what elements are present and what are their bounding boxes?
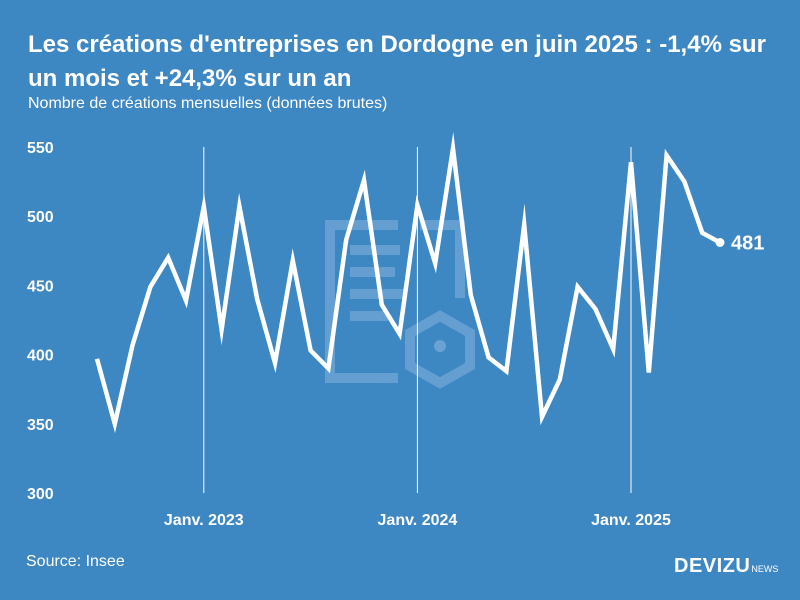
chart-subtitle: Nombre de créations mensuelles (données … bbox=[28, 95, 388, 112]
end-point-marker bbox=[715, 237, 725, 247]
series-line bbox=[94, 131, 722, 434]
x-tick-label: Janv. 2025 bbox=[591, 512, 671, 529]
y-tick-label: 350 bbox=[27, 417, 54, 434]
end-value-label: 481 bbox=[731, 232, 764, 254]
y-tick-label: 300 bbox=[27, 486, 54, 503]
brand-suffix: NEWS bbox=[751, 564, 779, 574]
x-tick-label: Janv. 2023 bbox=[164, 512, 244, 529]
brand-name: DEVIZU bbox=[674, 555, 751, 577]
source-note: Source: Insee bbox=[26, 553, 125, 570]
y-tick-label: 400 bbox=[27, 348, 54, 365]
chart-title: Les créations d'entreprises en Dordogne … bbox=[28, 31, 766, 92]
watermark-logo bbox=[325, 220, 475, 389]
x-tick-label: Janv. 2024 bbox=[378, 512, 458, 529]
y-tick-label: 550 bbox=[27, 140, 54, 157]
y-tick-label: 450 bbox=[27, 278, 54, 295]
y-tick-label: 500 bbox=[27, 209, 54, 226]
watermark-dot bbox=[434, 340, 446, 352]
brand-logo: DEVIZU NEWS bbox=[674, 555, 778, 578]
